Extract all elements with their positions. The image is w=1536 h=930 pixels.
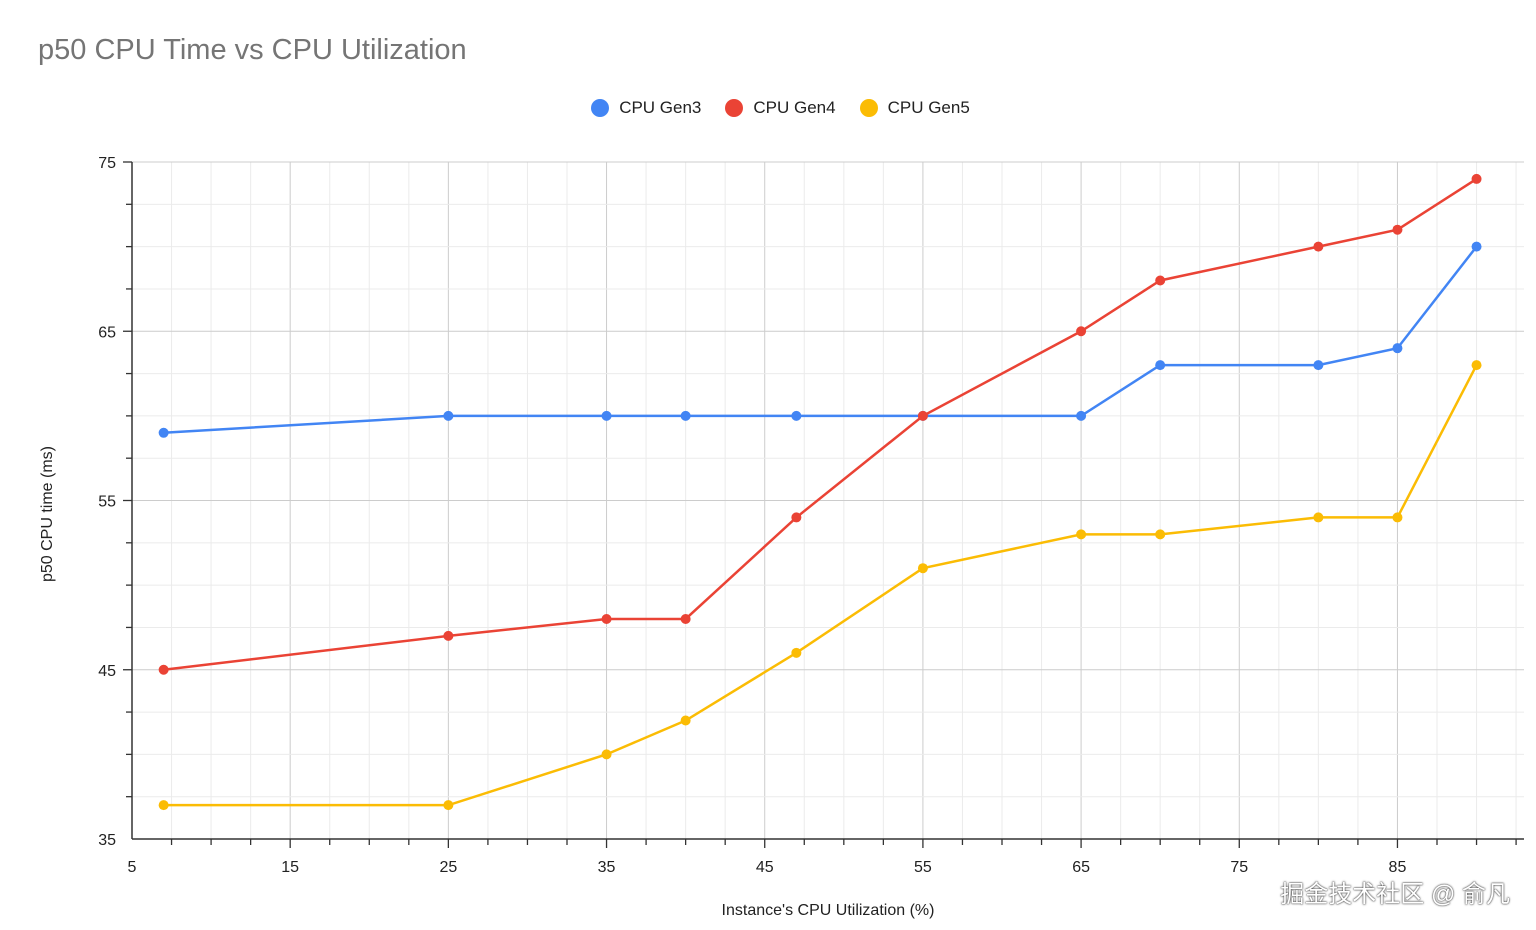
data-point-cpu-gen4 xyxy=(1392,224,1403,235)
data-point-cpu-gen4 xyxy=(1076,326,1087,337)
x-tick-label: 5 xyxy=(128,859,137,876)
data-point-cpu-gen4 xyxy=(1471,173,1482,184)
data-point-cpu-gen5 xyxy=(601,749,612,760)
x-tick-label: 35 xyxy=(598,859,616,876)
legend-label: CPU Gen4 xyxy=(753,98,836,117)
data-point-cpu-gen3 xyxy=(680,410,691,421)
x-tick-label: 45 xyxy=(756,859,774,876)
data-point-cpu-gen5 xyxy=(1076,529,1087,540)
x-tick-label: 15 xyxy=(281,859,299,876)
data-point-cpu-gen4 xyxy=(443,630,454,641)
y-tick-label: 65 xyxy=(98,324,116,341)
y-tick-label: 35 xyxy=(98,832,116,849)
data-point-cpu-gen5 xyxy=(1155,529,1166,540)
data-point-cpu-gen4 xyxy=(680,613,691,624)
x-tick-label: 75 xyxy=(1230,859,1248,876)
data-point-cpu-gen3 xyxy=(443,410,454,421)
watermark: 掘金技术社区 @ 俞凡 xyxy=(1280,881,1510,908)
y-tick-label: 55 xyxy=(98,494,116,511)
series-line-cpu-gen4 xyxy=(163,177,1478,671)
y-tick-label: 45 xyxy=(98,663,116,680)
series-line-cpu-gen3 xyxy=(163,245,1478,435)
data-point-cpu-gen5 xyxy=(680,715,691,726)
data-point-cpu-gen3 xyxy=(1313,360,1324,371)
legend-marker-gen3 xyxy=(591,99,610,117)
legend-marker-gen4 xyxy=(725,99,744,117)
legend-label: CPU Gen5 xyxy=(887,98,970,117)
legend-marker-gen5 xyxy=(859,99,878,117)
data-point-cpu-gen5 xyxy=(1392,512,1403,523)
data-point-cpu-gen3 xyxy=(1076,410,1087,421)
x-axis-label: Instance's CPU Utilization (%) xyxy=(721,902,935,919)
data-point-cpu-gen4 xyxy=(1155,275,1166,286)
data-point-cpu-gen5 xyxy=(791,647,802,658)
data-point-cpu-gen5 xyxy=(158,800,169,811)
legend-item-gen4[interactable]: CPU Gen4 xyxy=(725,98,836,118)
legend-item-gen5[interactable]: CPU Gen5 xyxy=(859,98,970,118)
x-tick-label: 85 xyxy=(1389,859,1407,876)
data-point-cpu-gen4 xyxy=(1313,241,1324,252)
legend: CPU Gen3 CPU Gen4 CPU Gen5 xyxy=(0,98,1536,118)
legend-label: CPU Gen3 xyxy=(619,98,702,117)
data-point-cpu-gen5 xyxy=(1313,512,1324,523)
chart-title: p50 CPU Time vs CPU Utilization xyxy=(38,34,467,66)
data-point-cpu-gen3 xyxy=(791,410,802,421)
data-point-cpu-gen3 xyxy=(158,427,169,438)
data-point-cpu-gen3 xyxy=(1471,241,1482,252)
data-point-cpu-gen4 xyxy=(791,512,802,523)
x-tick-label: 65 xyxy=(1072,859,1090,876)
x-tick-label: 25 xyxy=(439,859,457,876)
data-point-cpu-gen3 xyxy=(1155,360,1166,371)
data-point-cpu-gen3 xyxy=(1392,343,1403,354)
data-point-cpu-gen5 xyxy=(443,800,454,811)
data-point-cpu-gen3 xyxy=(601,410,612,421)
x-tick-label: 55 xyxy=(914,859,932,876)
legend-item-gen3[interactable]: CPU Gen3 xyxy=(591,98,701,118)
data-point-cpu-gen5 xyxy=(1471,360,1482,371)
data-point-cpu-gen4 xyxy=(917,410,928,421)
data-point-cpu-gen5 xyxy=(917,563,928,574)
data-point-cpu-gen4 xyxy=(601,613,612,624)
data-point-cpu-gen4 xyxy=(158,664,169,675)
y-tick-label: 75 xyxy=(98,155,116,172)
